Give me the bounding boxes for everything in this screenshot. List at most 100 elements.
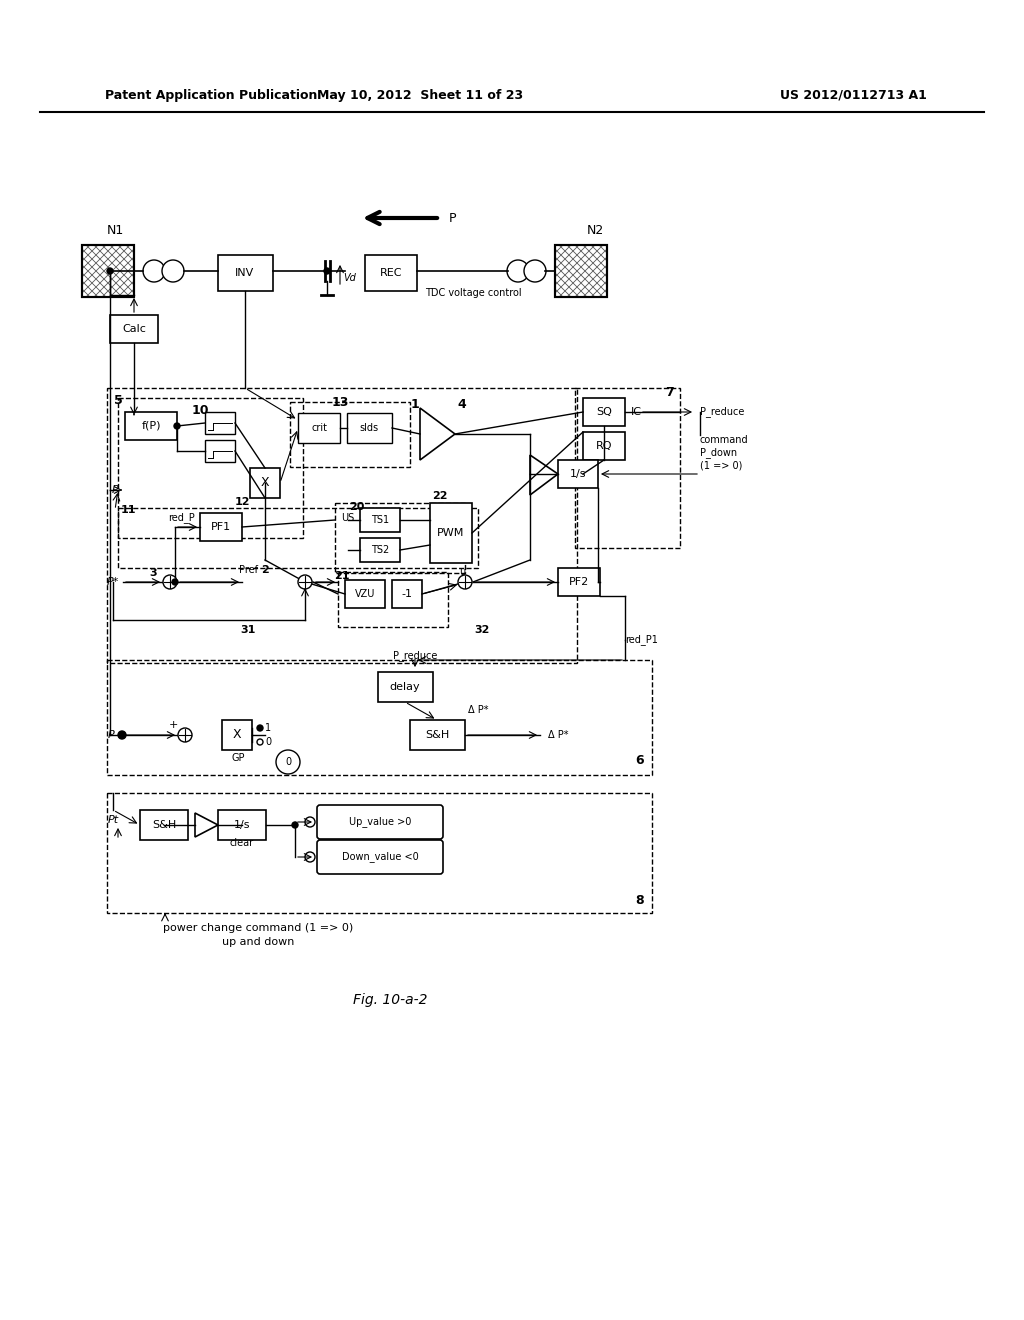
Bar	[298, 413, 340, 444]
Text: Down_value <0: Down_value <0	[342, 851, 419, 862]
Text: power change command (1 => 0): power change command (1 => 0)	[163, 923, 353, 933]
Text: 21: 21	[334, 572, 350, 581]
Text: VZU: VZU	[354, 589, 375, 599]
Text: May 10, 2012  Sheet 11 of 23: May 10, 2012 Sheet 11 of 23	[317, 88, 523, 102]
Text: TS1: TS1	[371, 515, 389, 525]
Text: 1: 1	[265, 723, 271, 733]
Text: Fig. 10-a-2: Fig. 10-a-2	[352, 993, 427, 1007]
Text: 32: 32	[474, 624, 489, 635]
Text: 8: 8	[636, 894, 644, 907]
Bar	[140, 810, 188, 840]
FancyBboxPatch shape	[317, 840, 443, 874]
Text: +: +	[168, 719, 178, 730]
Bar	[378, 672, 433, 702]
Bar	[558, 568, 600, 597]
Text: PWM: PWM	[437, 528, 465, 539]
Circle shape	[276, 750, 300, 774]
Text: clear: clear	[230, 838, 254, 847]
Text: 3: 3	[150, 568, 157, 578]
Circle shape	[458, 576, 472, 589]
Circle shape	[305, 851, 315, 862]
Text: Calc: Calc	[122, 323, 146, 334]
Bar	[106, 388, 577, 663]
Text: P_reduce: P_reduce	[393, 651, 437, 661]
Bar	[110, 315, 158, 343]
Text: P_down: P_down	[700, 447, 737, 458]
Circle shape	[507, 260, 529, 282]
Bar	[250, 469, 280, 498]
Text: 31: 31	[241, 624, 256, 635]
Text: TDC voltage control: TDC voltage control	[425, 288, 521, 298]
Bar	[555, 246, 607, 297]
Bar	[392, 579, 422, 609]
Circle shape	[524, 260, 546, 282]
Text: US 2012/0112713 A1: US 2012/0112713 A1	[780, 88, 927, 102]
Text: slds: slds	[359, 422, 379, 433]
Text: P*: P*	[106, 577, 119, 587]
Bar	[575, 388, 680, 548]
Text: P: P	[112, 484, 119, 495]
Circle shape	[118, 731, 126, 739]
Text: 1: 1	[411, 399, 420, 412]
Bar	[290, 403, 410, 467]
Text: Δ P*: Δ P*	[468, 705, 488, 715]
Text: 20: 20	[349, 502, 365, 512]
Bar	[583, 399, 625, 426]
Text: IC: IC	[631, 407, 641, 417]
Bar	[360, 508, 400, 532]
Circle shape	[257, 739, 263, 744]
Text: N1: N1	[106, 223, 124, 236]
Circle shape	[174, 422, 180, 429]
Text: SQ: SQ	[596, 407, 612, 417]
Circle shape	[324, 268, 330, 275]
Text: S&H: S&H	[425, 730, 450, 741]
Text: X: X	[232, 729, 242, 742]
Bar	[118, 399, 303, 539]
Text: GP: GP	[231, 752, 245, 763]
Text: 1/s: 1/s	[569, 469, 587, 479]
Text: Pref: Pref	[239, 565, 257, 576]
Text: X: X	[261, 477, 269, 490]
Text: P: P	[450, 211, 457, 224]
Text: Up_value >0: Up_value >0	[349, 817, 412, 828]
Circle shape	[292, 822, 298, 828]
Bar	[218, 255, 273, 290]
Bar	[558, 459, 598, 488]
Bar	[118, 508, 478, 568]
Text: S&H: S&H	[152, 820, 176, 830]
Text: (1 => 0): (1 => 0)	[700, 461, 742, 471]
Circle shape	[257, 725, 263, 731]
Text: TS2: TS2	[371, 545, 389, 554]
Text: command: command	[700, 436, 749, 445]
Bar	[106, 660, 652, 775]
Text: up and down: up and down	[222, 937, 294, 946]
Bar	[205, 440, 234, 462]
Text: u: u	[459, 568, 465, 577]
Text: INV: INV	[236, 268, 255, 279]
Text: 13: 13	[332, 396, 349, 408]
Circle shape	[305, 817, 315, 828]
Bar	[430, 503, 472, 564]
Text: N2: N2	[587, 223, 603, 236]
Text: 22: 22	[432, 491, 447, 502]
Text: 11: 11	[120, 506, 136, 515]
Bar	[125, 412, 177, 440]
Bar	[583, 432, 625, 459]
Text: crit: crit	[311, 422, 327, 433]
Circle shape	[178, 729, 193, 742]
Circle shape	[143, 260, 165, 282]
Text: PF2: PF2	[569, 577, 589, 587]
Circle shape	[106, 268, 113, 275]
Text: Vd: Vd	[344, 273, 356, 282]
Text: red_P: red_P	[168, 512, 195, 524]
Text: 4: 4	[458, 399, 466, 412]
Bar	[200, 513, 242, 541]
Bar	[335, 503, 465, 573]
Text: 1/s: 1/s	[233, 820, 250, 830]
Text: P: P	[108, 730, 114, 741]
Text: 0: 0	[285, 756, 291, 767]
Text: red_P1: red_P1	[625, 635, 657, 645]
Bar	[347, 413, 392, 444]
Circle shape	[162, 260, 184, 282]
Circle shape	[172, 579, 178, 585]
